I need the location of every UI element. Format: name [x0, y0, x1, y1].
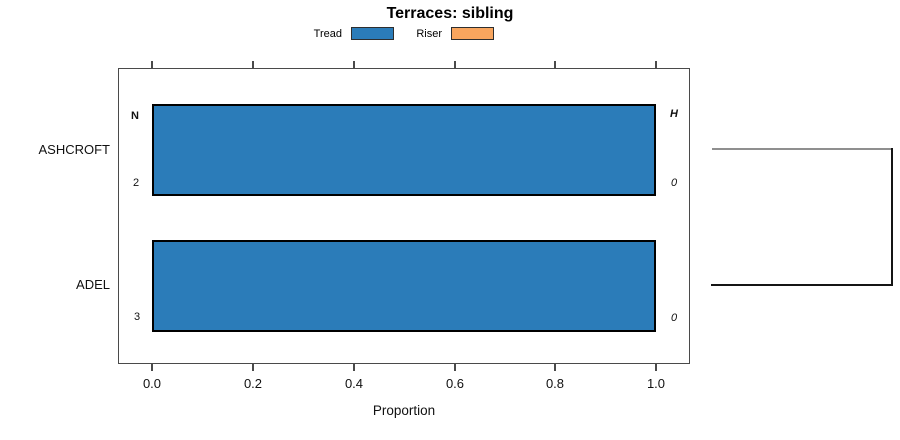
annotation-header-n: N [131, 110, 139, 122]
x-tick-label-3: 0.6 [445, 376, 465, 391]
x-axis-title: Proportion [372, 403, 436, 418]
bottom-tick-0 [151, 364, 153, 371]
annotation-h-adel: 0 [670, 312, 678, 324]
x-tick-label-5: 1.0 [646, 376, 666, 391]
bar-row-adel [152, 240, 656, 332]
top-tick-5 [655, 61, 657, 68]
legend-swatch-tread [351, 27, 394, 40]
bottom-tick-1 [252, 364, 254, 371]
annotation-n-adel: 3 [133, 311, 141, 323]
x-tick-label-2: 0.4 [344, 376, 364, 391]
annotation-header-h: H [670, 108, 678, 120]
top-tick-4 [554, 61, 556, 68]
bottom-tick-2 [353, 364, 355, 371]
legend-label-tread: Tread [313, 28, 342, 40]
bottom-tick-5 [655, 364, 657, 371]
dendrogram-top-branch [712, 148, 892, 150]
x-tick-label-0: 0.0 [142, 376, 162, 391]
top-tick-1 [252, 61, 254, 68]
legend-label-riser: Riser [416, 28, 442, 40]
bar-row-ashcroft [152, 104, 656, 196]
top-tick-2 [353, 61, 355, 68]
bottom-tick-4 [554, 364, 556, 371]
legend-swatch-riser [451, 27, 494, 40]
annotation-n-ashcroft: 2 [132, 177, 140, 189]
annotation-h-ashcroft: 0 [670, 177, 678, 189]
bar-segment-tread-ashcroft [152, 104, 656, 196]
top-tick-0 [151, 61, 153, 68]
bar-segment-tread-adel [152, 240, 656, 332]
x-tick-label-1: 0.2 [243, 376, 263, 391]
x-tick-label-4: 0.8 [545, 376, 565, 391]
top-tick-3 [454, 61, 456, 68]
chart-title: Terraces: sibling [386, 5, 514, 22]
y-label-adel: ADEL [76, 277, 110, 292]
dendrogram-join-line [891, 148, 893, 286]
bottom-tick-3 [454, 364, 456, 371]
dendrogram-bottom-branch [711, 284, 893, 286]
y-label-ashcroft: ASHCROFT [38, 142, 111, 157]
